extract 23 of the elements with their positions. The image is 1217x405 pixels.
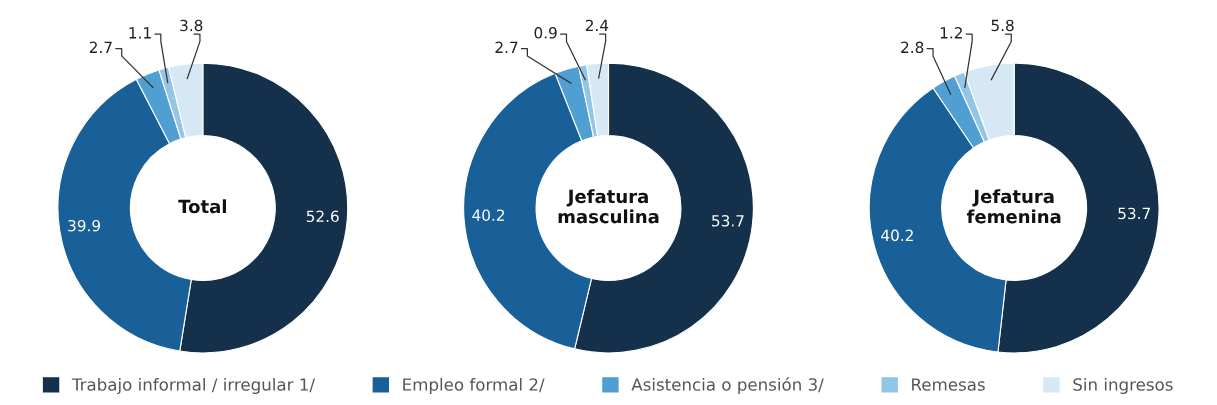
data-label: 1.2	[940, 27, 962, 39]
data-label: 40.2	[881, 229, 913, 242]
data-label: 39.9	[68, 219, 101, 232]
data-label: 2.8	[901, 41, 924, 54]
data-label: 0.9	[534, 27, 557, 39]
text: Jefatura femenina	[966, 189, 1061, 224]
legend-label: Remesas	[912, 378, 985, 391]
data-label: 53.7	[712, 215, 744, 227]
legend-label: Asistencia o pensión 3/	[631, 377, 824, 395]
data-label: 5.8	[991, 19, 1014, 32]
data-label: 3.8	[180, 19, 203, 32]
data-label: 52.6	[306, 210, 339, 223]
data-label: 2.7	[495, 41, 518, 53]
data-label: 2.4	[585, 19, 609, 31]
data-label: 53.7	[1118, 207, 1150, 220]
legend-label: Trabajo informal / irregular 1/	[71, 377, 315, 395]
data-label: 2.7	[89, 41, 112, 53]
text: Jefatura masculina	[558, 189, 659, 224]
legend-label: Sin ingresos	[1073, 377, 1173, 395]
text: Total	[178, 199, 226, 214]
data-label: 1.1	[129, 27, 151, 39]
data-label: 40.2	[472, 209, 505, 221]
legend-label: Empleo formal 2/	[403, 377, 545, 395]
